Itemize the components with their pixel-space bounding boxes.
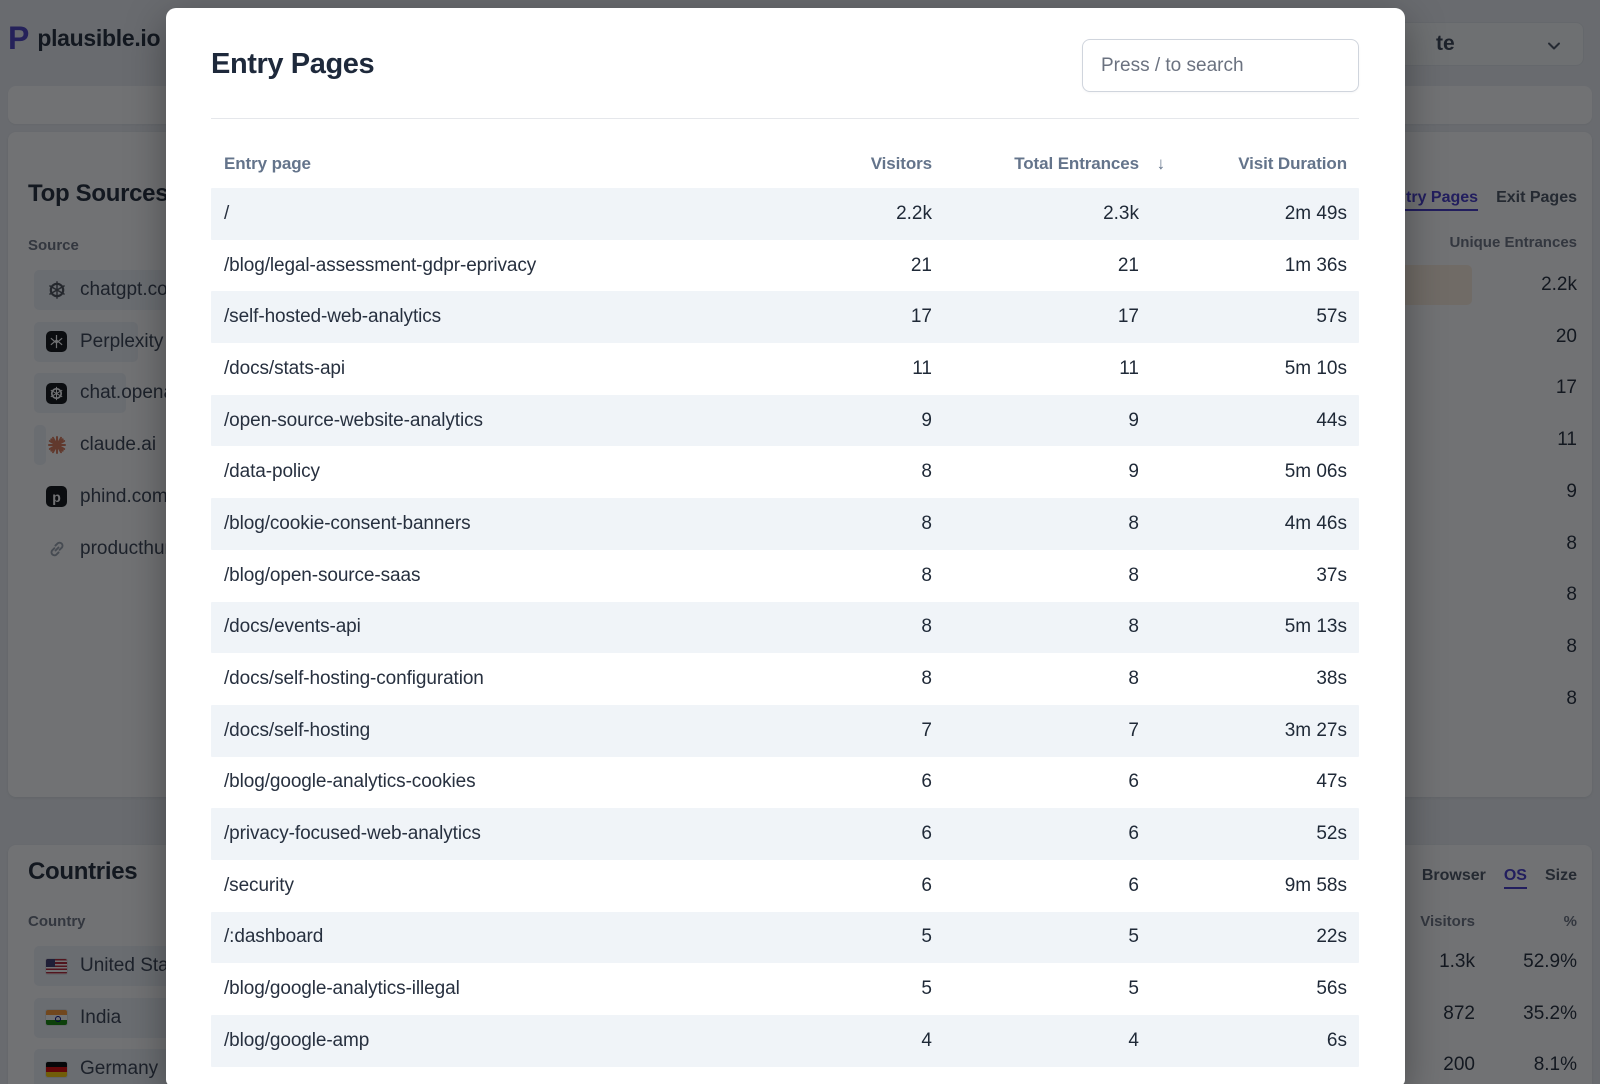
table-row[interactable]: /blog/google-amp 4 4 6s xyxy=(211,1015,1359,1067)
entry-page-link[interactable]: /open-source-website-analytics xyxy=(224,409,483,431)
entry-page-link[interactable]: /blog/legal-assessment-gdpr-eprivacy xyxy=(224,254,537,276)
duration-cell: 38s xyxy=(1316,668,1347,690)
divider xyxy=(211,118,1359,119)
table-row[interactable]: /privacy-focused-web-analytics 6 6 52s xyxy=(211,808,1359,860)
visitors-cell: 6 xyxy=(921,874,932,896)
visitors-cell: 4 xyxy=(921,1029,932,1051)
entrances-cell: 7 xyxy=(1128,719,1139,741)
table-row[interactable]: /data-policy 8 9 5m 06s xyxy=(211,446,1359,498)
visitors-cell: 17 xyxy=(910,306,932,328)
entry-page-link[interactable]: / xyxy=(224,202,230,224)
visitors-cell: 5 xyxy=(921,978,932,1000)
duration-cell: 9m 58s xyxy=(1284,874,1347,896)
duration-cell: 5m 10s xyxy=(1284,357,1347,379)
visitors-cell: 9 xyxy=(921,409,932,431)
entrances-cell: 9 xyxy=(1128,461,1139,483)
visitors-cell: 21 xyxy=(910,254,932,276)
entrances-cell: 9 xyxy=(1128,409,1139,431)
table-row[interactable]: /docs/events-api 8 8 5m 13s xyxy=(211,601,1359,654)
entrances-cell: 17 xyxy=(1117,306,1139,328)
entry-page-header: Entry page xyxy=(224,154,311,173)
visitors-cell: 8 xyxy=(921,512,932,534)
entrances-cell: 5 xyxy=(1128,978,1139,1000)
visitors-cell: 8 xyxy=(921,461,932,483)
entrances-cell: 4 xyxy=(1128,1029,1139,1051)
entrances-cell: 21 xyxy=(1117,254,1139,276)
duration-cell: 47s xyxy=(1316,771,1347,793)
total-entrances-label: Total Entrances xyxy=(1014,154,1139,173)
entrances-cell: 11 xyxy=(1119,357,1139,379)
duration-cell: 1m 36s xyxy=(1284,254,1347,276)
visit-duration-header[interactable]: Visit Duration xyxy=(1238,154,1347,173)
duration-cell: 22s xyxy=(1316,926,1347,948)
duration-cell: 5m 06s xyxy=(1284,461,1347,483)
entry-pages-table: / 2.2k 2.3k 2m 49s /blog/legal-assessmen… xyxy=(211,188,1359,1067)
entry-page-link[interactable]: /blog/cookie-consent-banners xyxy=(224,512,471,534)
entrances-cell: 5 xyxy=(1128,926,1139,948)
entry-page-link[interactable]: /blog/open-source-saas xyxy=(224,564,421,586)
duration-cell: 37s xyxy=(1316,564,1347,586)
entry-page-link[interactable]: /security xyxy=(224,874,294,896)
table-header-row: Entry page Visitors Total Entrances ↓ Vis… xyxy=(211,146,1359,182)
entry-page-link[interactable]: /docs/stats-api xyxy=(224,357,345,379)
visitors-cell: 8 xyxy=(921,668,932,690)
entrances-cell: 2.3k xyxy=(1103,202,1139,224)
visitors-header[interactable]: Visitors xyxy=(870,154,932,173)
entrances-cell: 6 xyxy=(1128,771,1139,793)
duration-cell: 2m 49s xyxy=(1284,202,1347,224)
entry-page-link[interactable]: /privacy-focused-web-analytics xyxy=(224,823,481,845)
visitors-cell: 2.2k xyxy=(896,202,932,224)
duration-cell: 3m 27s xyxy=(1284,719,1347,741)
table-row[interactable]: /blog/legal-assessment-gdpr-eprivacy 21 … xyxy=(211,240,1359,292)
duration-cell: 4m 46s xyxy=(1284,512,1347,534)
table-row[interactable]: /docs/self-hosting 7 7 3m 27s xyxy=(211,704,1359,757)
entrances-cell: 8 xyxy=(1128,616,1139,638)
entrances-cell: 6 xyxy=(1128,823,1139,845)
table-row[interactable]: /docs/stats-api 11 11 5m 10s xyxy=(211,343,1359,395)
entry-page-link[interactable]: /self-hosted-web-analytics xyxy=(224,306,442,328)
visitors-cell: 11 xyxy=(912,357,932,379)
entrances-cell: 8 xyxy=(1128,564,1139,586)
total-entrances-header[interactable]: Total Entrances ↓ xyxy=(1014,154,1165,174)
sort-desc-icon: ↓ xyxy=(1156,154,1166,173)
modal-title: Entry Pages xyxy=(211,48,375,80)
entry-page-link[interactable]: /:dashboard xyxy=(224,926,324,948)
entrances-cell: 6 xyxy=(1128,874,1139,896)
entry-page-link[interactable]: /blog/google-amp xyxy=(224,1029,370,1051)
duration-cell: 44s xyxy=(1316,409,1347,431)
entrances-cell: 8 xyxy=(1128,512,1139,534)
entry-page-link[interactable]: /blog/google-analytics-illegal xyxy=(224,978,460,1000)
table-row[interactable]: /docs/self-hosting-configuration 8 8 38s xyxy=(211,653,1359,705)
duration-cell: 56s xyxy=(1316,978,1347,1000)
entry-page-link[interactable]: /data-policy xyxy=(224,461,320,483)
table-row[interactable]: /:dashboard 5 5 22s xyxy=(211,911,1359,964)
visitors-cell: 5 xyxy=(921,926,932,948)
table-row[interactable]: / 2.2k 2.3k 2m 49s xyxy=(211,188,1359,240)
visitors-cell: 6 xyxy=(921,771,932,793)
entry-page-link[interactable]: /blog/google-analytics-cookies xyxy=(224,771,476,793)
duration-cell: 6s xyxy=(1326,1029,1347,1051)
entry-page-link[interactable]: /docs/self-hosting-configuration xyxy=(224,668,484,690)
visitors-cell: 8 xyxy=(921,564,932,586)
visitors-cell: 8 xyxy=(921,616,932,638)
entry-page-link[interactable]: /docs/events-api xyxy=(224,616,361,638)
table-row[interactable]: /blog/cookie-consent-banners 8 8 4m 46s xyxy=(211,498,1359,550)
duration-cell: 5m 13s xyxy=(1284,616,1347,638)
visitors-cell: 6 xyxy=(921,823,932,845)
entry-page-link[interactable]: /docs/self-hosting xyxy=(224,719,371,741)
entrances-cell: 8 xyxy=(1128,668,1139,690)
visitors-cell: 7 xyxy=(921,719,932,741)
table-row[interactable]: /security 6 6 9m 58s xyxy=(211,860,1359,912)
table-row[interactable]: /self-hosted-web-analytics 17 17 57s xyxy=(211,291,1359,344)
duration-cell: 57s xyxy=(1316,306,1347,328)
entry-pages-modal: Entry Pages Entry page Visitors Total En… xyxy=(166,8,1405,1084)
search-input[interactable] xyxy=(1082,39,1359,92)
table-row[interactable]: /blog/google-analytics-cookies 6 6 47s xyxy=(211,757,1359,809)
table-row[interactable]: /blog/open-source-saas 8 8 37s xyxy=(211,550,1359,602)
duration-cell: 52s xyxy=(1316,823,1347,845)
table-row[interactable]: /blog/google-analytics-illegal 5 5 56s xyxy=(211,963,1359,1015)
table-row[interactable]: /open-source-website-analytics 9 9 44s xyxy=(211,394,1359,447)
